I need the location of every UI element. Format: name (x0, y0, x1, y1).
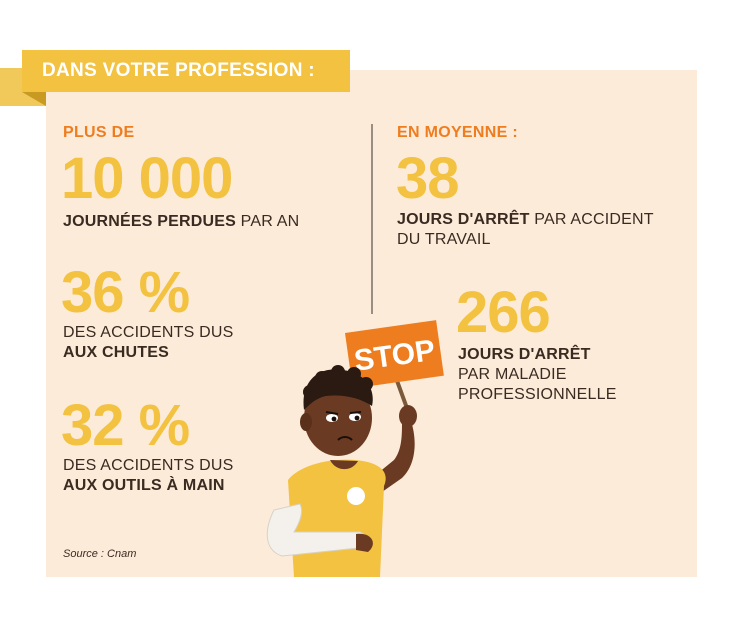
stat1-value: 10 000 (61, 146, 233, 211)
right-stat1-value: 38 (396, 146, 460, 211)
stat3-desc-bold: AUX OUTILS À MAIN (63, 477, 225, 494)
right-pupil (354, 415, 360, 421)
neck (330, 460, 358, 470)
stat3-description: DES ACCIDENTS DUS AUX OUTILS À MAIN (63, 456, 234, 496)
worker-with-stop-sign-illustration: STOP (266, 320, 444, 577)
stop-sign: STOP (344, 320, 444, 389)
right-stat1-prefix: EN MOYENNE : (397, 124, 518, 141)
right-stat2-desc-line2: PAR MALADIE (458, 366, 567, 383)
right-stat1-description: JOURS D'ARRÊT PAR ACCIDENT DU TRAVAIL (397, 210, 654, 250)
header-ribbon: DANS VOTRE PROFESSION : (22, 50, 350, 92)
bandaged-arm-hand (356, 533, 373, 552)
yellow-shirt (288, 459, 386, 577)
stat1-prefix: PLUS DE (63, 124, 135, 141)
right-stat1-desc-rest: PAR ACCIDENT (529, 211, 654, 228)
hair-curl (303, 385, 317, 399)
shirt-badge (347, 487, 365, 505)
source-note: Source : Cnam (63, 548, 137, 560)
stat1-desc-rest: PAR AN (236, 213, 300, 230)
stat3-desc-line1: DES ACCIDENTS DUS (63, 457, 234, 474)
left-eyelid (325, 411, 339, 415)
right-stat2-description: JOURS D'ARRÊT PAR MALADIE PROFESSIONNELL… (458, 345, 617, 405)
ear (300, 413, 312, 431)
hair-curl (359, 377, 373, 391)
stat2-description: DES ACCIDENTS DUS AUX CHUTES (63, 323, 234, 363)
stat3-value: 32 % (61, 393, 190, 458)
stat2-value: 36 % (61, 260, 190, 325)
right-stat2-desc-bold: JOURS D'ARRÊT (458, 346, 591, 363)
hair-curl (347, 367, 361, 381)
right-stat1-desc-bold: JOURS D'ARRÊT (397, 211, 530, 228)
stat1-description: JOURNÉES PERDUES PAR AN (63, 212, 299, 232)
right-stat1-desc-line2: DU TRAVAIL (397, 231, 491, 248)
right-eyelid (349, 411, 362, 414)
hair-curl (331, 365, 345, 379)
right-stat2-desc-line3: PROFESSIONNELLE (458, 386, 617, 403)
stat2-desc-line1: DES ACCIDENTS DUS (63, 324, 234, 341)
hair-curl (315, 371, 329, 385)
ribbon-fold-shadow (22, 92, 46, 106)
raised-hand (399, 405, 417, 427)
column-divider (371, 124, 373, 314)
stat1-desc-bold: JOURNÉES PERDUES (63, 213, 237, 230)
right-stat2-value: 266 (456, 280, 551, 345)
left-pupil (331, 416, 337, 422)
stop-sign-board (344, 320, 444, 389)
stat2-desc-bold: AUX CHUTES (63, 344, 170, 361)
mouth (337, 436, 353, 441)
